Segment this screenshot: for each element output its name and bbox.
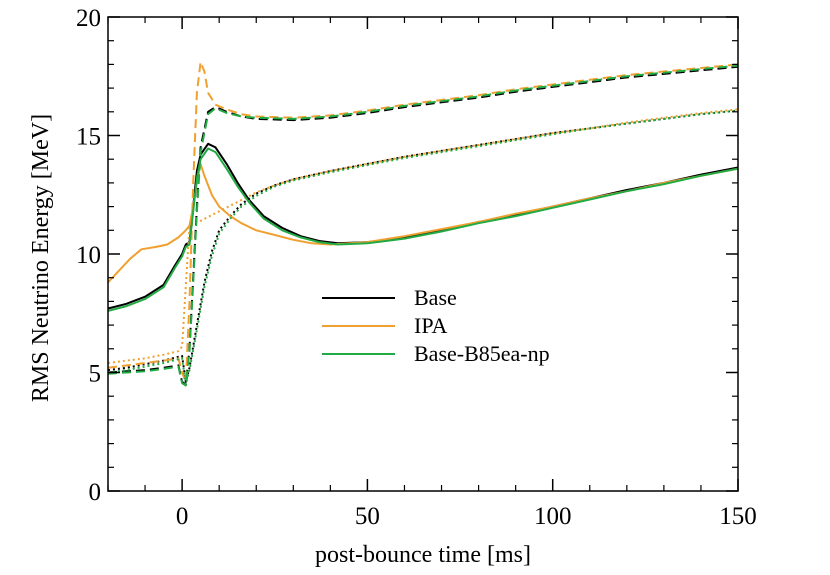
- y-tick-label: 20: [76, 5, 101, 32]
- series-layer: [107, 61, 739, 387]
- y-tick-label: 5: [89, 361, 102, 388]
- series-line-ipa-dotted: [107, 108, 739, 364]
- plot-frame: [107, 16, 739, 492]
- y-axis-label: RMS Neutrino Energy [MeV]: [28, 114, 54, 402]
- x-tick-label: 0: [176, 503, 189, 530]
- y-tick-label: 15: [76, 124, 101, 151]
- x-tick-label: 100: [534, 503, 572, 530]
- series-line-base-b85ea-np-solid: [107, 147, 739, 312]
- series-line-base-dashed: [107, 65, 739, 386]
- series-line-base-dotted: [107, 109, 739, 383]
- x-tick-label: 150: [719, 503, 757, 530]
- legend-label-base: Base: [414, 285, 457, 310]
- series-line-ipa-solid: [107, 162, 739, 284]
- x-axis-label: post-bounce time [ms]: [315, 542, 531, 568]
- y-tick-label: 10: [76, 242, 101, 269]
- legend-label-base-b85ea-np: Base-B85ea-np: [414, 341, 550, 366]
- series-line-ipa-dashed: [107, 61, 739, 383]
- legend: Base IPA Base-B85ea-np: [322, 285, 550, 366]
- legend-label-ipa: IPA: [414, 313, 448, 338]
- axes-layer: 0 50 100 150 0 5 10 15 20: [76, 5, 757, 530]
- x-tick-label: 50: [355, 503, 380, 530]
- y-tick-label: 0: [89, 479, 102, 506]
- series-line-base-b85ea-np-dotted: [107, 109, 739, 386]
